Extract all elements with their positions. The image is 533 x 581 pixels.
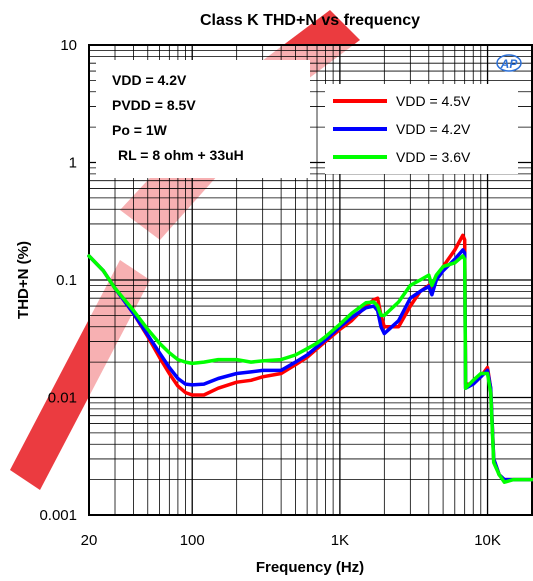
x-tick-label: 20 — [81, 532, 98, 549]
x-tick-labels: 20 100 1K 10K — [81, 532, 501, 549]
chart-title: Class K THD+N vs frequency — [200, 12, 420, 29]
y-tick-label: 0.001 — [39, 507, 77, 524]
legend-label: VDD = 3.6V — [396, 149, 471, 165]
legend-label: VDD = 4.2V — [396, 121, 471, 137]
condition-text: RL = 8 ohm + 33uH — [118, 147, 244, 163]
plot-frame — [88, 44, 533, 516]
ap-logo-text: AP — [500, 57, 519, 71]
series-line — [87, 254, 533, 484]
series-lines — [87, 233, 533, 484]
x-tick-label: 100 — [180, 532, 205, 549]
y-axis-label: THD+N (%) — [15, 241, 32, 319]
condition-text: VDD = 4.2V — [112, 72, 187, 88]
conditions-text: VDD = 4.2V PVDD = 8.5V Po = 1W RL = 8 ohm +… — [112, 72, 244, 163]
x-axis-label: Frequency (Hz) — [256, 559, 364, 576]
x-tick-label: 1K — [331, 532, 349, 549]
y-tick-label: 0.1 — [56, 272, 77, 289]
y-tick-label: 10 — [60, 37, 77, 54]
ap-logo: AP — [496, 54, 522, 72]
legend-label: VDD = 4.5V — [396, 93, 471, 109]
conditions-box — [96, 60, 310, 178]
y-tick-label: 0.01 — [48, 390, 77, 407]
condition-text: Po = 1W — [112, 122, 168, 138]
legend: VDD = 4.5V VDD = 4.2V VDD = 3.6V — [333, 93, 471, 165]
x-tick-label: 10K — [474, 532, 501, 549]
ap-logo-ring — [496, 54, 522, 72]
condition-text: PVDD = 8.5V — [112, 97, 196, 113]
y-tick-label: 1 — [69, 155, 77, 172]
y-tick-labels: 10 1 0.1 0.01 0.001 — [39, 37, 77, 524]
series-line — [87, 248, 533, 482]
